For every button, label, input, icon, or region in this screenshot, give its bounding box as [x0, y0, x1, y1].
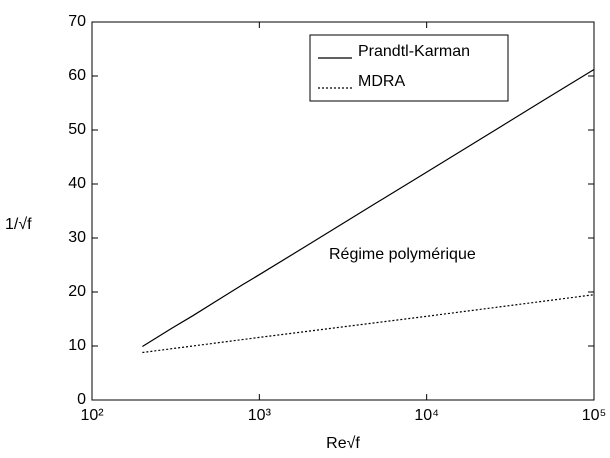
y-tick-label: 0: [77, 391, 86, 408]
x-tick-label: 10²: [80, 407, 104, 424]
y-tick-label: 50: [68, 121, 86, 138]
y-tick-label: 40: [68, 175, 86, 192]
series-line: [142, 68, 595, 348]
y-tick-label: 10: [68, 337, 86, 354]
legend-label: Prandtl-Karman: [358, 43, 470, 60]
series-line: [142, 294, 595, 354]
plot-frame: [91, 21, 595, 401]
legend-frame: [309, 34, 509, 102]
annotation: Régime polymérique: [329, 246, 476, 263]
y-tick-label: 70: [68, 13, 86, 30]
y-tick-label: 30: [68, 229, 86, 246]
y-tick-label: 20: [68, 283, 86, 300]
x-tick-label: 10³: [248, 407, 272, 424]
y-axis-label: 1/√f: [5, 216, 32, 233]
legend-label: MDRA: [358, 73, 405, 90]
x-axis-label: Re√f: [326, 435, 360, 452]
x-tick-label: 10⁴: [414, 407, 439, 424]
y-tick-label: 60: [68, 67, 86, 84]
x-tick-label: 10⁵: [582, 407, 606, 424]
